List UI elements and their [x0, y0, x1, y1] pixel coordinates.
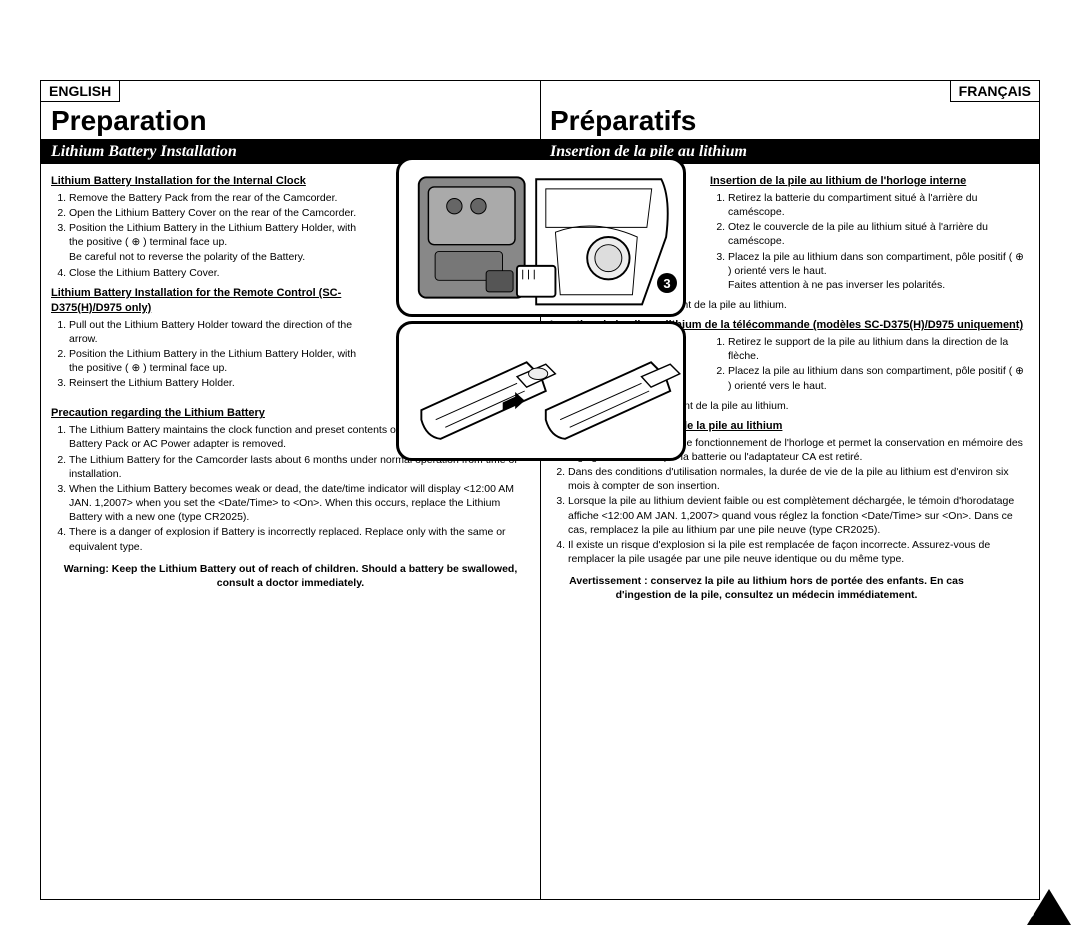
en-sub2-list: Pull out the Lithium Battery Holder towa…	[51, 318, 360, 391]
en-sub1-head: Lithium Battery Installation for the Int…	[51, 174, 360, 189]
list-item: Il existe un risque d'explosion si la pi…	[568, 538, 1029, 566]
en-sub2-head: Lithium Battery Installation for the Rem…	[51, 286, 360, 316]
list-item: Close the Lithium Battery Cover.	[69, 266, 360, 280]
list-item: Position the Lithium Battery in the Lith…	[69, 347, 360, 375]
lang-label-french: FRANÇAIS	[950, 80, 1040, 102]
page-frame: 3 ENGLISH Preparation Lithium Battery In…	[40, 80, 1040, 900]
list-item: Pull out the Lithium Battery Holder towa…	[69, 318, 360, 346]
list-item: When the Lithium Battery becomes weak or…	[69, 482, 530, 525]
lang-label-english: ENGLISH	[40, 80, 120, 102]
fr-warning: Avertissement : conservez la pile au lit…	[550, 574, 1029, 602]
fr-sub1-list-a: Retirez la batterie du compartiment situ…	[710, 191, 1029, 292]
fr-sub1-note: Faites attention à ne pas inverser les p…	[728, 278, 1029, 292]
illustration-camcorder	[396, 157, 686, 317]
list-item: Open the Lithium Battery Cover on the re…	[69, 206, 360, 220]
list-item: Reinsert the Lithium Battery Holder.	[69, 376, 360, 390]
list-item: Position the Lithium Battery in the Lith…	[69, 221, 360, 264]
list-item: Placez la pile au lithium dans son compa…	[728, 364, 1029, 392]
fr-sub1-head: Insertion de la pile au lithium de l'hor…	[710, 174, 1029, 189]
list-item: Dans des conditions d'utilisation normal…	[568, 465, 1029, 493]
en-sub1-note: Be careful not to reverse the polarity o…	[69, 250, 360, 264]
title-french: Préparatifs	[540, 101, 1039, 140]
list-item: Placez la pile au lithium dans son compa…	[728, 250, 1029, 293]
list-item: Remove the Battery Pack from the rear of…	[69, 191, 360, 205]
list-item: Lorsque la pile au lithium devient faibl…	[568, 494, 1029, 537]
title-english: Preparation	[41, 101, 540, 140]
en-sub1-list: Remove the Battery Pack from the rear of…	[51, 191, 360, 280]
list-item: Retirez le support de la pile au lithium…	[728, 335, 1029, 363]
list-item: There is a danger of explosion if Batter…	[69, 525, 530, 553]
illustration-remote	[396, 321, 686, 461]
fr-sub2-list-a: Retirez le support de la pile au lithium…	[710, 335, 1029, 393]
list-item: Otez le couvercle de la pile au lithium …	[728, 220, 1029, 248]
figure-number-3: 3	[657, 273, 677, 293]
en-warning: Warning: Keep the Lithium Battery out of…	[51, 562, 530, 590]
list-item: Retirez la batterie du compartiment situ…	[728, 191, 1029, 219]
